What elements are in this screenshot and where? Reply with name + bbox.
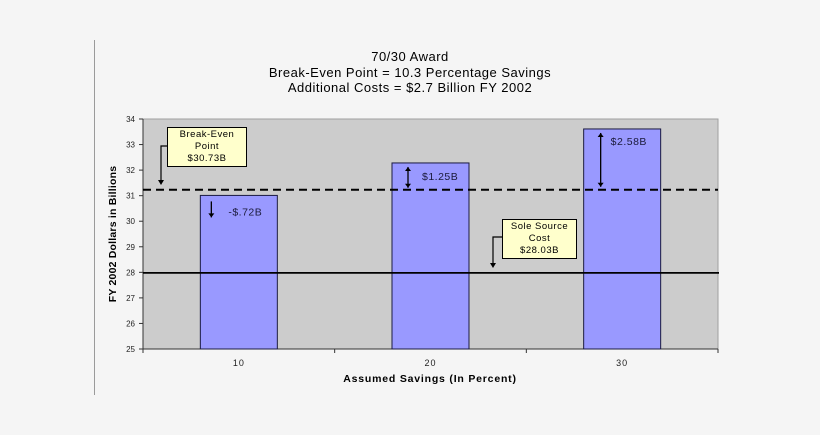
break-even-callout: Break-Even Point $30.73B xyxy=(167,127,247,167)
sole-source-callout: Sole Source Cost $28.03B xyxy=(502,219,577,259)
page-left-rule xyxy=(94,40,95,395)
double-arrow-icon-head xyxy=(597,182,604,187)
x-axis-label: Assumed Savings (In Percent) xyxy=(343,373,517,385)
callout-line: $30.73B xyxy=(187,153,227,164)
double-arrow-icon-head xyxy=(405,166,411,171)
leader-arrow-icon xyxy=(158,180,164,185)
y-tick-label: 26 xyxy=(126,319,135,328)
y-tick-label: 32 xyxy=(126,166,135,175)
chart-subtitle-break-even: Break-Even Point = 10.3 Percentage Savin… xyxy=(268,64,552,80)
bar-delta-label: -$.72B xyxy=(228,206,262,218)
y-tick-label: 27 xyxy=(126,294,135,303)
leader-arrow-icon xyxy=(490,263,496,268)
y-tick-label: 25 xyxy=(126,345,135,354)
x-tick-label: 30 xyxy=(616,358,628,368)
bar-delta-label: $1.25B xyxy=(422,171,458,183)
callout-leader xyxy=(492,236,502,264)
y-tick-label: 33 xyxy=(126,141,135,150)
y-tick-label: 30 xyxy=(126,217,135,226)
callout-line: $28.03B xyxy=(520,245,559,256)
y-tick-label: 28 xyxy=(126,268,135,277)
y-tick-label: 29 xyxy=(126,243,135,252)
chart-title-line: 70/30 Award xyxy=(371,49,449,64)
bar-delta-label: $2.58B xyxy=(611,136,647,148)
down-arrow-icon-head xyxy=(208,213,215,218)
bar-20 xyxy=(391,162,470,350)
x-tick-label: 10 xyxy=(233,358,245,368)
y-tick-label: 31 xyxy=(126,192,135,201)
double-arrow-icon-head xyxy=(597,132,604,137)
double-arrow-icon-head xyxy=(405,183,411,188)
y-tick-label: 34 xyxy=(126,115,135,124)
bar-30 xyxy=(583,128,662,350)
callout-line: Cost xyxy=(528,233,551,244)
x-tick-label: 20 xyxy=(424,358,436,368)
chart-title: 70/30 Award Break-Even Point = 10.3 Perc… xyxy=(200,49,620,96)
callout-line: Point xyxy=(194,141,220,152)
chart-subtitle-additional-costs: Additional Costs = $2.7 Billion FY 2002 xyxy=(287,80,533,95)
callout-line: Break-Even xyxy=(179,129,235,140)
callout-line: Sole Source xyxy=(510,221,569,232)
callout-leader xyxy=(160,145,167,181)
y-axis-label: FY 2002 Dollars in Billions xyxy=(107,165,119,303)
